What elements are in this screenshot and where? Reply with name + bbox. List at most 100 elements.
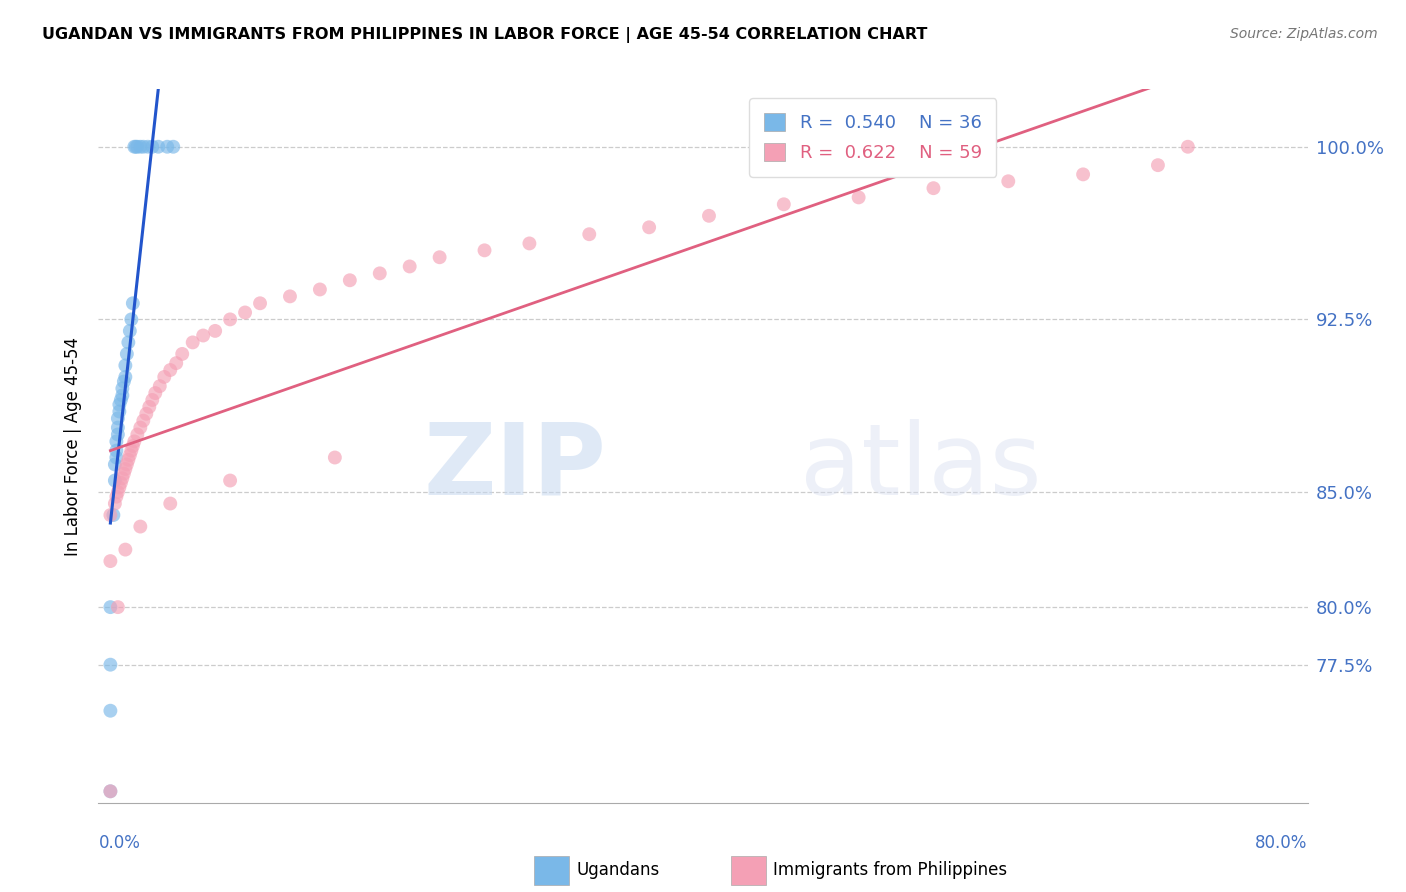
Point [111,381,134,395]
Point [141,140,163,154]
Point [219,474,242,488]
Point [117,452,139,467]
Point [638,220,661,235]
Point [129,140,152,154]
Point [121,296,143,310]
Point [108,404,131,418]
Point [104,497,127,511]
Point [181,335,204,350]
Point [110,475,132,490]
Point [107,420,129,434]
Point [124,140,146,154]
Point [249,296,271,310]
Point [1147,158,1170,172]
Text: atlas: atlas [800,419,1042,516]
Point [148,140,170,154]
Point [107,600,129,615]
Point [108,480,131,494]
Point [149,379,172,393]
Point [127,427,149,442]
Point [127,140,149,154]
Point [138,400,160,414]
Point [772,197,794,211]
Point [105,443,128,458]
Point [108,398,131,412]
Point [697,209,720,223]
Point [107,485,129,500]
Point [100,784,122,798]
Point [135,407,157,421]
Point [193,328,215,343]
Point [114,542,136,557]
Point [105,450,128,465]
Point [519,236,541,251]
Point [114,359,136,373]
Point [114,370,136,384]
Point [100,600,122,615]
Text: Immigrants from Philippines: Immigrants from Philippines [773,861,1008,879]
Point [323,450,346,465]
Point [339,273,361,287]
Point [114,462,136,476]
Text: UGANDAN VS IMMIGRANTS FROM PHILIPPINES IN LABOR FORCE | AGE 45-54 CORRELATION CH: UGANDAN VS IMMIGRANTS FROM PHILIPPINES I… [42,27,928,43]
Point [112,375,135,389]
Point [474,244,496,258]
Point [103,508,125,522]
Text: Ugandans: Ugandans [576,861,659,879]
Point [368,266,391,280]
Point [1071,167,1094,181]
Point [132,140,155,154]
Point [105,434,128,449]
Point [219,312,242,326]
Point [100,508,122,522]
Point [118,448,141,462]
Point [1177,140,1199,154]
Point [129,420,152,434]
Legend: R =  0.540    N = 36, R =  0.622    N = 59: R = 0.540 N = 36, R = 0.622 N = 59 [749,98,997,177]
Point [129,519,152,533]
Text: 0.0%: 0.0% [98,834,141,852]
Text: ZIP: ZIP [423,419,606,516]
Point [132,414,155,428]
Point [104,474,127,488]
Point [429,250,451,264]
Point [153,370,176,384]
Point [100,784,122,798]
Point [100,704,122,718]
Point [118,324,141,338]
Point [107,427,129,442]
Point [107,411,129,425]
Point [111,471,134,485]
Point [162,140,184,154]
Point [124,434,146,449]
Point [100,657,122,672]
Point [848,190,870,204]
Point [120,443,142,458]
Point [121,439,143,453]
Point [172,347,194,361]
Point [159,497,181,511]
Text: Source: ZipAtlas.com: Source: ZipAtlas.com [1230,27,1378,41]
Point [141,392,163,407]
Point [111,388,134,402]
Point [156,140,179,154]
Text: 80.0%: 80.0% [1256,834,1308,852]
Point [165,356,187,370]
Point [112,467,135,481]
Point [115,458,138,472]
Point [115,347,138,361]
Point [100,554,122,568]
Point [125,140,148,154]
Point [278,289,301,303]
Point [398,260,420,274]
Point [105,490,128,504]
Point [136,140,159,154]
Point [309,283,332,297]
Point [110,392,132,407]
Y-axis label: In Labor Force | Age 45-54: In Labor Force | Age 45-54 [65,336,83,556]
Point [117,335,139,350]
Point [120,312,142,326]
Point [204,324,226,338]
Point [997,174,1019,188]
Point [159,363,181,377]
